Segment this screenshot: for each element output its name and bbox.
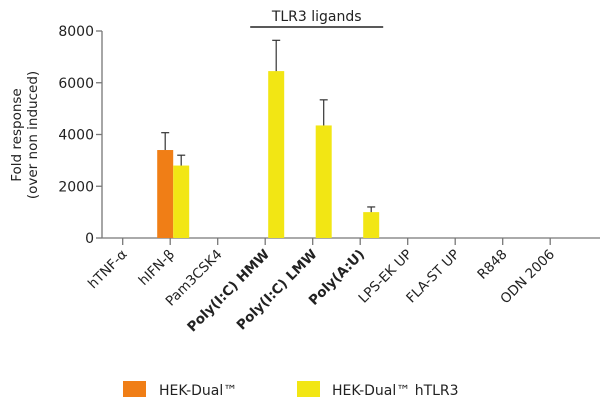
y-axis: 0 2000 4000 6000 8000 — [58, 24, 103, 247]
annotation-label: TLR3 ligands — [271, 9, 362, 25]
bar-hek-dual-htlr3 — [268, 71, 285, 238]
y-tick-label: 8000 — [58, 24, 94, 40]
x-tick-label: hIFN-β — [136, 247, 178, 289]
y-tick-label: 0 — [85, 231, 94, 247]
y-axis-label: Fold response — [9, 88, 25, 181]
legend-label-hek-dual: HEK-Dual™ — [159, 383, 237, 399]
y-tick-label: 4000 — [58, 128, 94, 144]
y-tick-label: 2000 — [58, 179, 94, 195]
bar-hek-dual-htlr3 — [363, 212, 380, 238]
y-axis-label-line2: (over non induced) — [25, 71, 41, 199]
legend-swatch-hek-dual-htlr3 — [297, 381, 320, 397]
legend-label-hek-dual-htlr3: HEK-Dual™ hTLR3 — [332, 383, 459, 399]
bars — [157, 39, 380, 238]
legend-swatch-hek-dual — [123, 381, 146, 397]
x-tick-label: Poly(I:C) LMW — [234, 246, 321, 333]
x-tick-label: hTNF-α — [85, 246, 131, 292]
y-tick-label: 6000 — [58, 76, 94, 92]
annotation: TLR3 ligands — [250, 9, 384, 28]
x-tick-label: Poly(I:C) HMW — [184, 246, 273, 335]
legend: HEK-Dual™ HEK-Dual™ hTLR3 — [123, 381, 459, 399]
bar-hek-dual — [157, 150, 174, 238]
bar-hek-dual-htlr3 — [315, 125, 332, 238]
bar-hek-dual-htlr3 — [173, 165, 190, 238]
x-tick-label: R848 — [474, 247, 510, 283]
